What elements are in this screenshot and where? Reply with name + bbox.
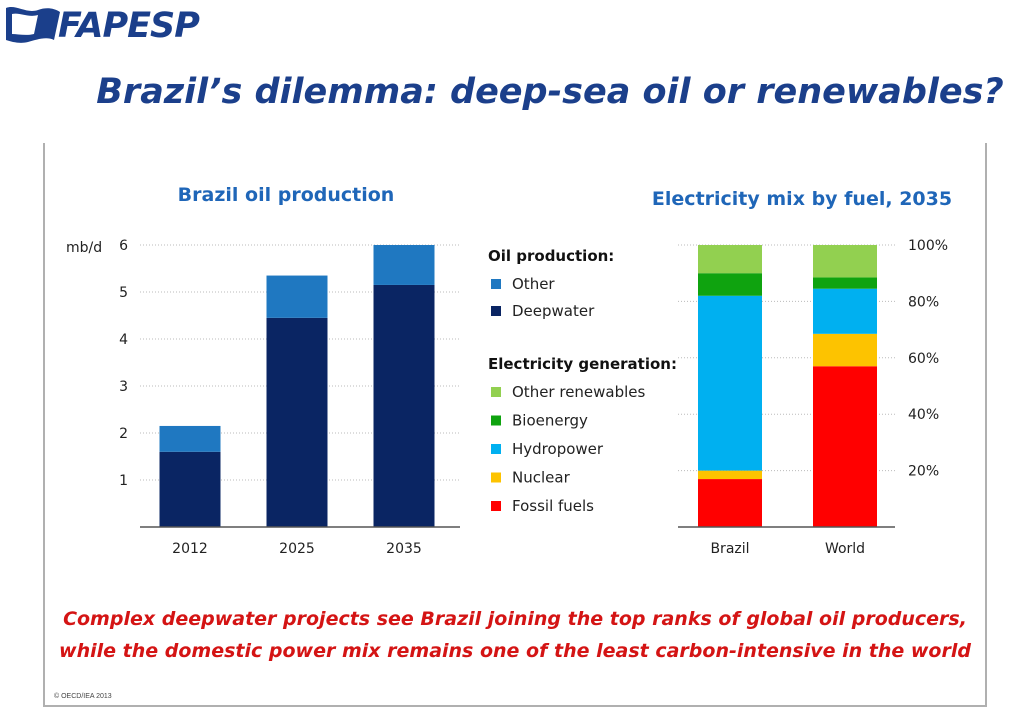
legend-swatch: [491, 501, 501, 511]
legend-swatch: [491, 472, 501, 483]
flag-icon: [6, 7, 60, 43]
elec-bar-other-renewables-world: [813, 245, 877, 278]
elec-y-ticks: 20% 40% 60% 80% 100%: [908, 238, 948, 480]
elec-bar-bioenergy-world: [813, 277, 877, 289]
elec-x-tick-label: World: [825, 541, 865, 557]
elec-x-tick-label: Brazil: [710, 541, 749, 557]
fapesp-logo: FAPESP: [4, 4, 204, 46]
oil-bar-other-2035: [373, 245, 435, 285]
legend-label: Other: [512, 275, 555, 293]
legend-oil-items: Other Deepwater: [491, 275, 595, 320]
elec-bar-nuclear-world: [813, 333, 877, 367]
oil-bars: [159, 245, 435, 527]
legend-elec-items: Other renewables Bioenergy Hydropower Nucle…: [491, 383, 646, 515]
elec-bar-nuclear-brazil: [698, 470, 762, 480]
oil-y-tick-label: 5: [119, 285, 128, 301]
legend-swatch: [491, 279, 501, 289]
logo-text: FAPESP: [58, 6, 200, 46]
legend-elec-heading: Electricity generation:: [488, 355, 677, 373]
elec-y-tick-label: 100%: [908, 238, 948, 254]
oil-bar-deepwater-2035: [373, 284, 435, 527]
elec-y-tick-label: 40%: [908, 407, 939, 423]
oil-bar-deepwater-2012: [159, 451, 221, 527]
legend-swatch: [491, 306, 501, 316]
elec-bar-bioenergy-brazil: [698, 273, 762, 296]
elec-bar-fossil-fuels-world: [813, 366, 877, 527]
oil-y-tick-label: 1: [119, 473, 128, 489]
legend-swatch: [491, 387, 501, 397]
legend-label: Nuclear: [512, 469, 571, 487]
oil-x-tick-label: 2025: [279, 541, 315, 557]
oil-x-tick-label: 2035: [386, 541, 422, 557]
elec-bar-hydropower-world: [813, 288, 877, 334]
legend-label: Hydropower: [512, 440, 604, 458]
oil-y-tick-label: 6: [119, 238, 128, 254]
elec-y-tick-label: 60%: [908, 351, 939, 367]
elec-x-ticks: Brazil World: [710, 541, 865, 557]
oil-x-ticks: 2012 2025 2035: [172, 541, 422, 557]
elec-chart-title: Electricity mix by fuel, 2035: [652, 188, 952, 210]
oil-bar-other-2012: [159, 425, 221, 452]
oil-y-ticks: 1 2 3 4 5 6: [119, 238, 128, 489]
legend-label: Fossil fuels: [512, 497, 594, 515]
oil-chart-title: Brazil oil production: [178, 184, 395, 206]
oil-y-axis-label: mb/d: [66, 240, 102, 256]
elec-y-tick-label: 20%: [908, 464, 939, 480]
elec-bar-other-renewables-brazil: [698, 245, 762, 274]
legend-swatch: [491, 415, 501, 426]
elec-y-tick-label: 80%: [908, 294, 939, 310]
slide-title: Brazil’s dilemma: deep-sea oil or renewa…: [96, 72, 1004, 112]
legend-swatch: [491, 444, 501, 454]
oil-bar-deepwater-2025: [266, 317, 328, 527]
oil-bar-other-2025: [266, 275, 328, 318]
figure-panel: [43, 143, 987, 707]
legend-label: Deepwater: [512, 302, 595, 320]
oil-y-tick-label: 3: [119, 379, 128, 395]
caption-line-2: while the domestic power mix remains one…: [59, 640, 971, 662]
caption-line-1: Complex deepwater projects see Brazil jo…: [63, 608, 967, 630]
copyright: © OECD/IEA 2013: [54, 693, 112, 700]
oil-x-tick-label: 2012: [172, 541, 208, 557]
elec-bar-fossil-fuels-brazil: [698, 479, 762, 527]
oil-y-tick-label: 4: [119, 332, 128, 348]
elec-bars: [698, 245, 877, 527]
legend-label: Other renewables: [512, 383, 646, 401]
oil-y-tick-label: 2: [119, 426, 128, 442]
legend-oil-heading: Oil production:: [488, 247, 614, 265]
legend-label: Bioenergy: [512, 412, 588, 430]
elec-bar-hydropower-brazil: [698, 295, 762, 471]
